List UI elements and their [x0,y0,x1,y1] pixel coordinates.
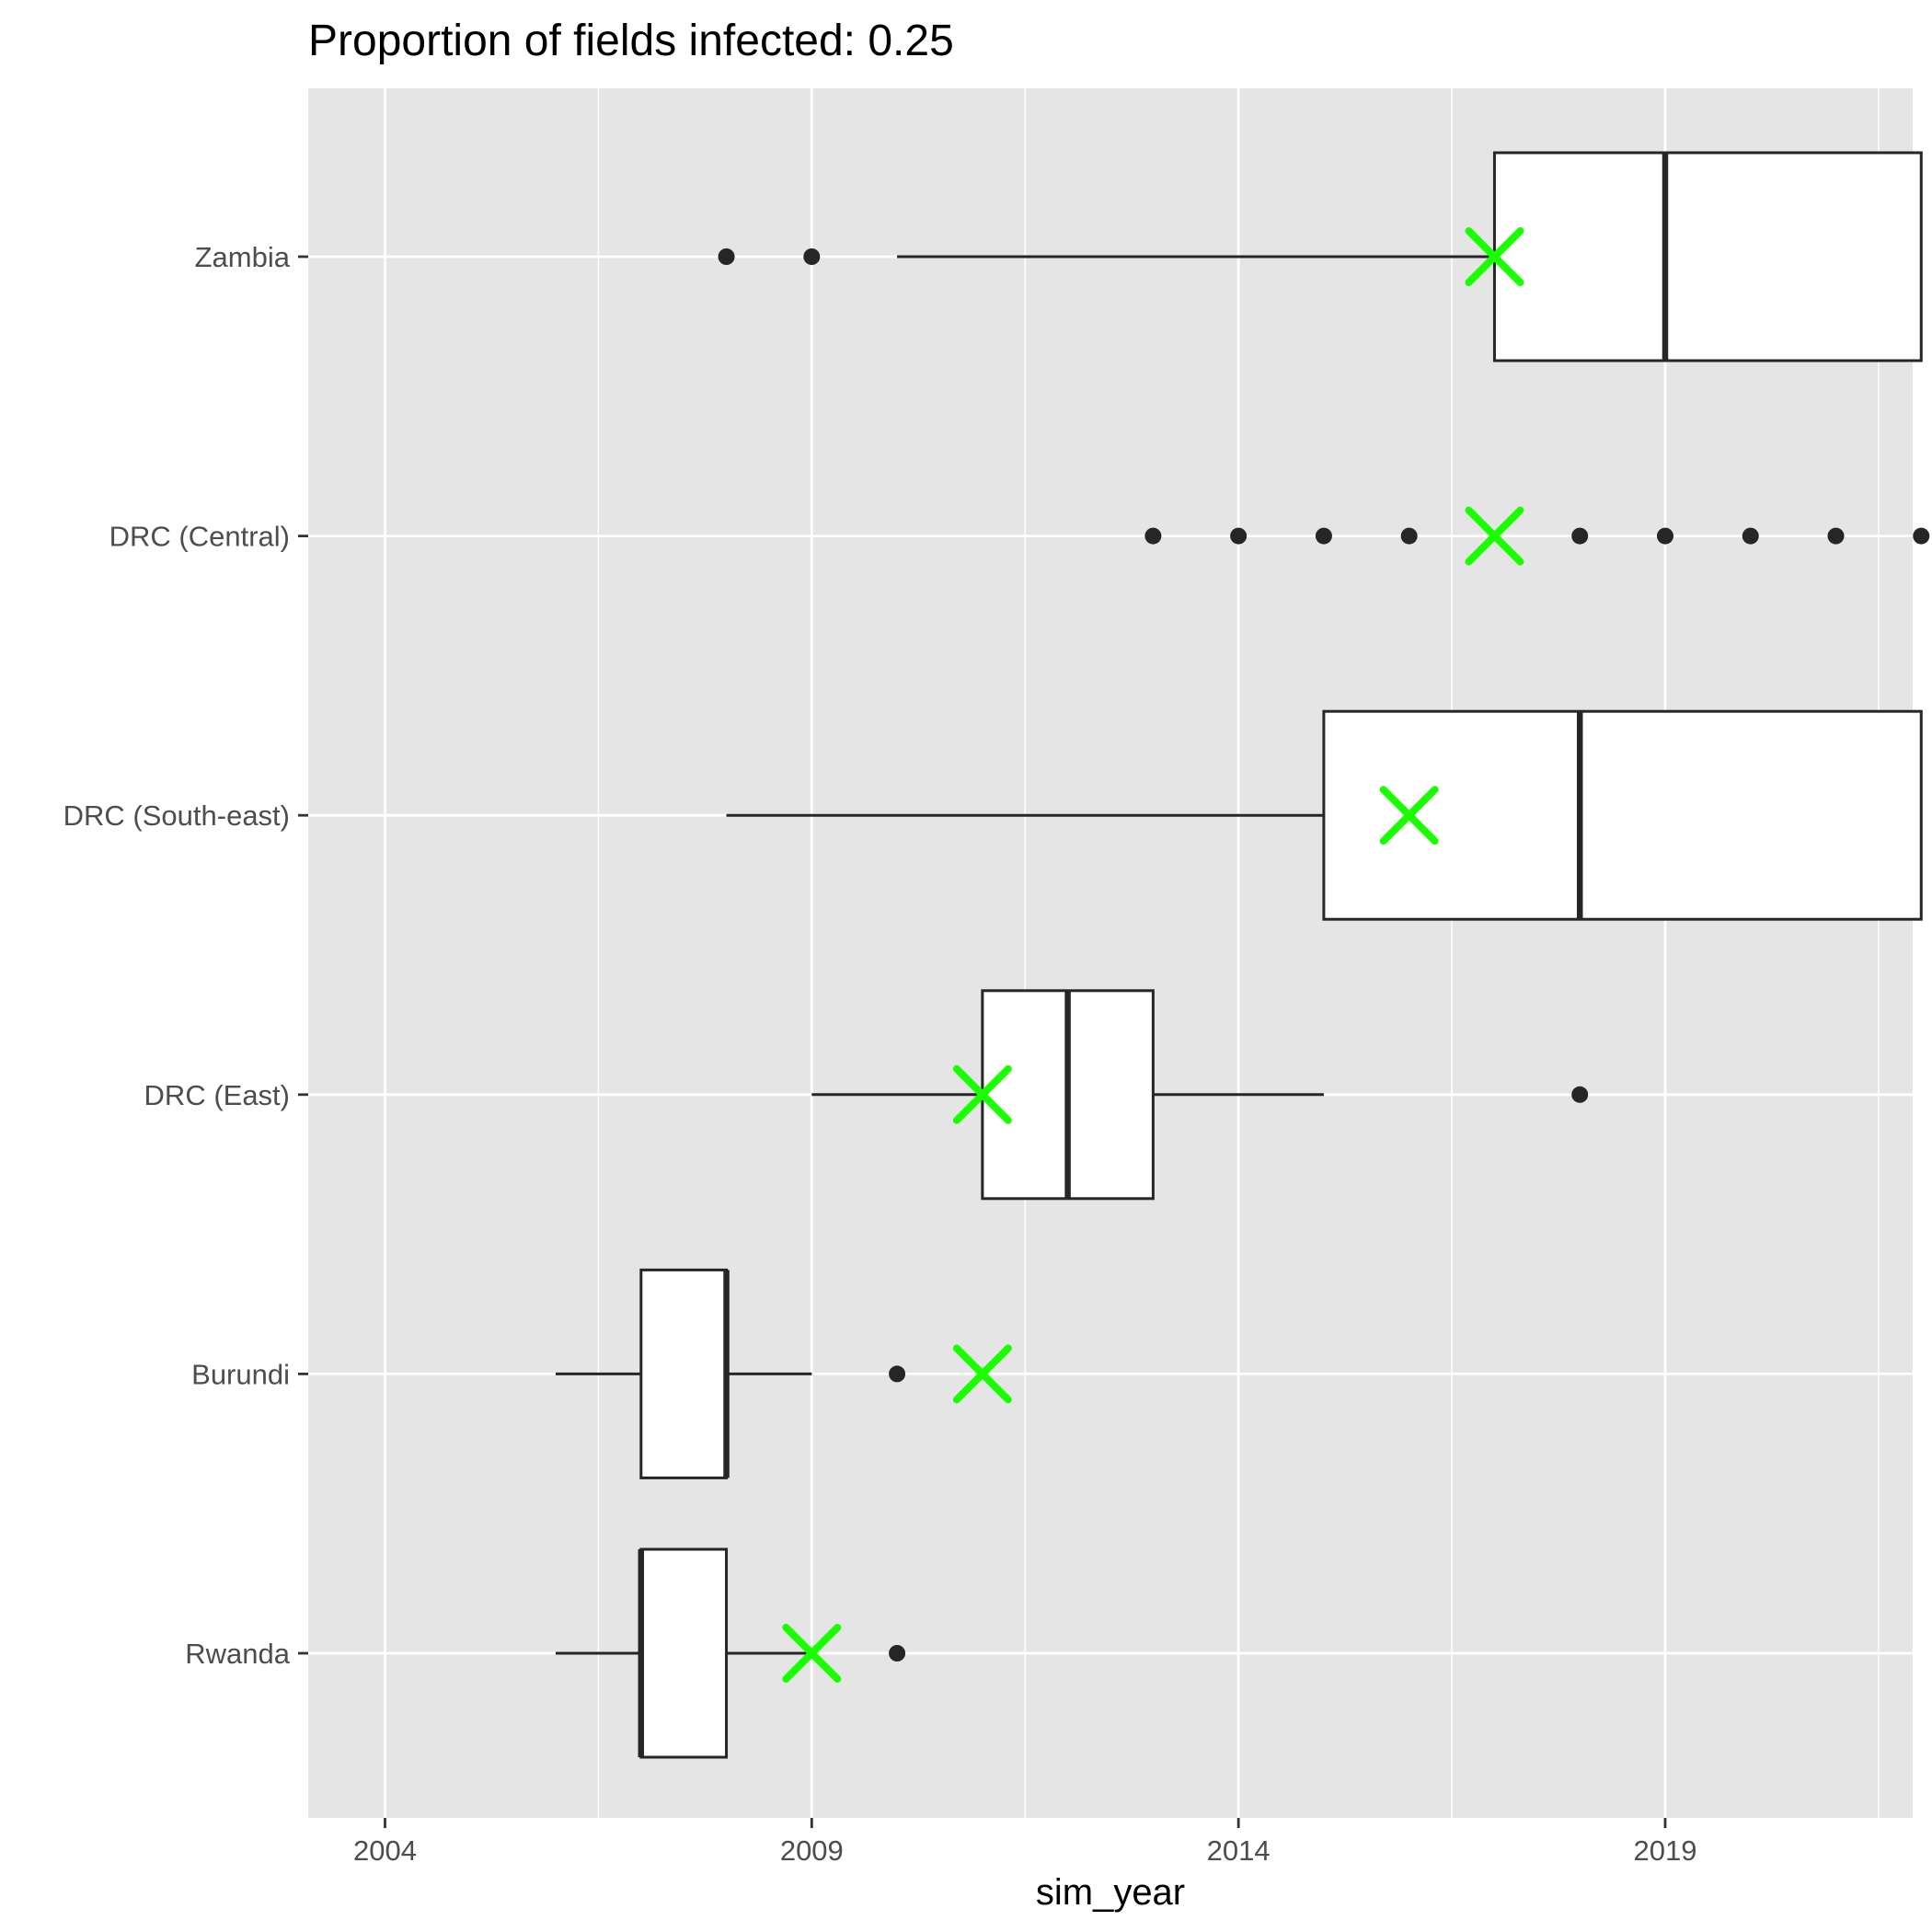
y-tick-label: Burundi [191,1358,290,1390]
y-tick-label: Zambia [195,241,291,273]
plot-panel [308,88,1913,1818]
box-group [811,989,1589,1201]
y-tick-label: Rwanda [185,1638,290,1670]
y-tick-label: DRC (Central) [109,521,290,553]
box-group [556,1268,1012,1479]
outlier-point [1230,527,1248,545]
x-axis: 2004 2009 2014 2019 [353,1818,1696,1867]
box-iqr [1492,151,1923,362]
box-group [1144,506,1930,566]
observed-marker-stroke-b [952,1344,1012,1404]
x-tick-label: 2014 [1207,1834,1271,1867]
box-iqr [1322,709,1923,921]
y-axis: Zambia DRC (Central) DRC (South-east) DRC (… [63,241,308,1670]
outlier-point [803,248,821,265]
outlier-point [1656,527,1673,545]
outlier-point [1144,527,1162,545]
observed-marker-stroke-b [1465,506,1524,566]
outlier-point [889,1365,906,1383]
outlier-point [1315,527,1332,545]
x-tick-label: 2009 [780,1834,844,1867]
box-group [718,151,1923,362]
grid-minor [597,88,1880,1818]
y-tick-label: DRC (South-east) [63,799,290,832]
x-tick-label: 2004 [353,1834,417,1867]
x-axis-title: sim_year [1036,1872,1185,1913]
chart-title: Proportion of fields infected: 0.25 [308,17,954,65]
outlier-point [1571,527,1589,545]
outlier-point [1827,527,1845,545]
observed-marker-stroke-b [1465,227,1524,286]
y-tick-label: DRC (East) [144,1079,290,1111]
outlier-point [1400,527,1418,545]
observed-marker-stroke-b [952,1064,1012,1124]
box-iqr [639,1268,729,1479]
observed-marker-stroke-b [1379,786,1439,845]
outlier-point [1571,1086,1589,1103]
outlier-point [889,1645,906,1662]
box-iqr [639,1547,729,1759]
outlier-point [1742,527,1759,545]
box-group [556,1547,906,1759]
outlier-point [718,248,735,265]
observed-marker-stroke-b [782,1624,842,1683]
box-group [726,709,1923,921]
boxes-layer [556,151,1930,1759]
x-tick-label: 2019 [1633,1834,1696,1867]
outlier-point [1913,527,1930,545]
